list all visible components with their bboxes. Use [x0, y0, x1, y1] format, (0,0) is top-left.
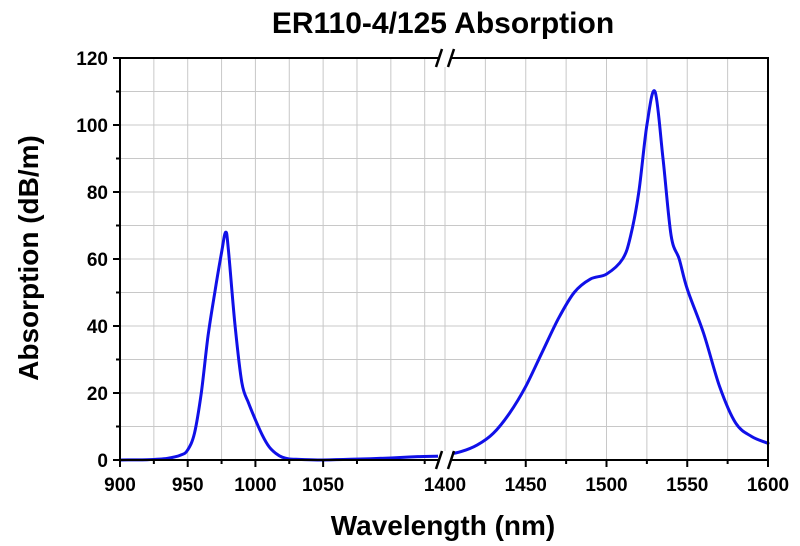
x-tick-label: 950 — [172, 475, 204, 496]
x-tick-label: 1050 — [302, 475, 344, 496]
y-tick-label: 60 — [87, 250, 108, 271]
x-tick-label: 1000 — [234, 475, 276, 496]
x-tick-label: 1450 — [505, 475, 547, 496]
tick-labels: 0 20 40 60 80 100 120 900 950 1000 1050 1400 1450 150… — [76, 49, 789, 496]
axis-break-slash — [446, 450, 456, 470]
y-tick-label: 0 — [97, 451, 108, 472]
x-tick-label: 1550 — [666, 475, 708, 496]
y-tick-label: 120 — [76, 49, 108, 70]
axis-break-markers — [434, 48, 456, 470]
chart-title: ER110-4/125 Absorption — [272, 7, 614, 40]
x-tick-label: 1600 — [747, 475, 789, 496]
axis-break-slash — [446, 48, 456, 68]
x-tick-label: 1500 — [585, 475, 627, 496]
y-tick-label: 100 — [76, 116, 108, 137]
grid-lines — [120, 58, 768, 460]
x-tick-label: 900 — [104, 475, 136, 496]
axis-break-slash — [434, 450, 444, 470]
y-tick-label: 20 — [87, 384, 108, 405]
axis-ticks — [113, 57, 769, 467]
y-tick-label: 80 — [87, 183, 108, 204]
axis-break-slash — [434, 48, 444, 68]
y-axis-title: Absorption (dB/m) — [13, 135, 44, 381]
x-tick-label: 1400 — [424, 475, 466, 496]
y-tick-label: 40 — [87, 317, 108, 338]
absorption-series-line — [118, 230, 447, 462]
series-layer — [118, 89, 770, 462]
absorption-series-line — [443, 89, 770, 457]
x-axis-title: Wavelength (nm) — [331, 510, 556, 541]
